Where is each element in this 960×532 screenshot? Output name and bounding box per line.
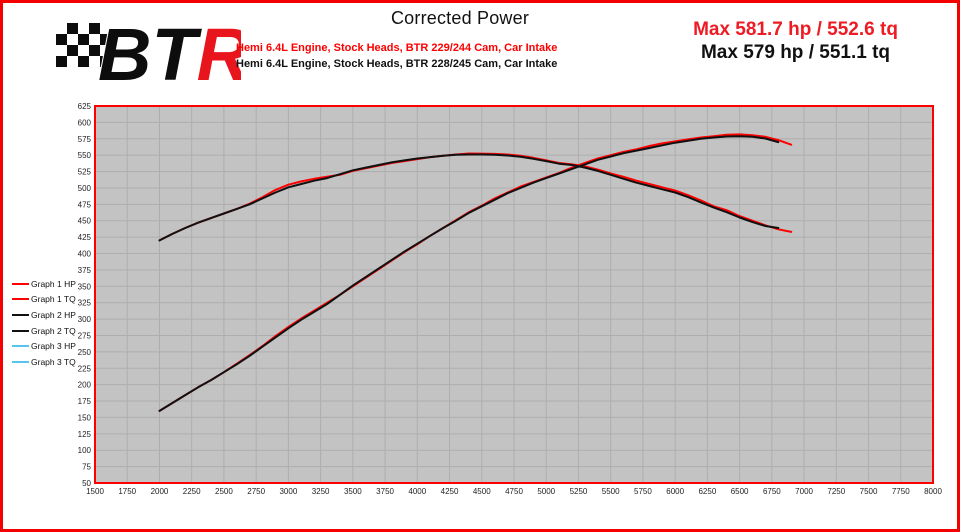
x-tick-label: 4000 xyxy=(408,487,426,496)
y-tick-label: 150 xyxy=(78,413,92,422)
max-value-graph2: Max 579 hp / 551.1 tq xyxy=(700,42,891,63)
y-tick-label: 225 xyxy=(78,364,92,373)
y-tick-label: 425 xyxy=(78,233,92,242)
legend-item: Graph 3 TQ xyxy=(12,354,76,370)
y-tick-label: 575 xyxy=(78,135,92,144)
x-tick-label: 3250 xyxy=(312,487,330,496)
x-tick-label: 6750 xyxy=(763,487,781,496)
y-tick-label: 250 xyxy=(78,348,92,357)
y-tick-label: 400 xyxy=(78,250,92,259)
chart-legend: Graph 1 HP Graph 1 TQ Graph 2 HP Graph 2 TQ… xyxy=(12,276,76,370)
legend-line-swatch xyxy=(12,360,29,363)
x-tick-label: 1500 xyxy=(86,487,104,496)
series-line-graph-2-hp xyxy=(158,135,780,412)
x-tick-label: 3750 xyxy=(376,487,394,496)
x-tick-label: 4500 xyxy=(473,487,491,496)
chart-area: 1500 1750 2000 2250 2500 2750 3000 3250 3500 3750… xyxy=(0,96,960,508)
x-tick-label: 3000 xyxy=(279,487,297,496)
x-tick-label: 5750 xyxy=(634,487,652,496)
x-tick-label: 1750 xyxy=(118,487,136,496)
y-tick-label: 625 xyxy=(78,102,92,111)
btr-logo: BTR xyxy=(56,12,241,96)
x-tick-label: 3500 xyxy=(344,487,362,496)
y-tick-label: 500 xyxy=(78,184,92,193)
y-tick-label: 350 xyxy=(78,282,92,291)
y-tick-label: 275 xyxy=(78,331,92,340)
y-tick-label: 175 xyxy=(78,397,92,406)
y-tick-label: 525 xyxy=(78,168,92,177)
x-tick-label: 7000 xyxy=(795,487,813,496)
x-tick-label: 6500 xyxy=(731,487,749,496)
x-tick-label: 2000 xyxy=(151,487,169,496)
legend-item-label: Graph 2 TQ xyxy=(31,325,76,336)
legend-item-label: Graph 3 HP xyxy=(31,341,76,352)
page-title: Corrected Power xyxy=(390,8,530,28)
y-tick-label: 375 xyxy=(78,266,92,275)
legend-item-label: Graph 3 TQ xyxy=(31,356,76,367)
legend-item-label: Graph 2 HP xyxy=(31,309,76,320)
x-tick-label: 2500 xyxy=(215,487,233,496)
y-tick-label: 50 xyxy=(82,479,91,488)
legend-item-label: Graph 1 HP xyxy=(31,278,76,289)
legend-line-swatch xyxy=(12,282,29,285)
legend-line-swatch xyxy=(12,329,29,332)
series-line-graph-2-tq xyxy=(158,153,780,242)
y-tick-label: 200 xyxy=(78,381,92,390)
x-tick-label: 7750 xyxy=(892,487,910,496)
x-tick-label: 5500 xyxy=(602,487,620,496)
x-tick-label: 5000 xyxy=(537,487,555,496)
x-tick-label: 6000 xyxy=(666,487,684,496)
x-tick-label: 2250 xyxy=(183,487,201,496)
x-tick-label: 2750 xyxy=(247,487,265,496)
y-tick-label: 450 xyxy=(78,217,92,226)
legend-line-swatch xyxy=(12,345,29,348)
legend-item: Graph 1 HP xyxy=(12,276,76,292)
legend-item: Graph 2 TQ xyxy=(12,323,76,339)
legend-item: Graph 2 HP xyxy=(12,307,76,323)
legend-item-label: Graph 1 TQ xyxy=(31,294,76,305)
max-values-block: Max 581.7 hp / 552.6 tq Max 579 hp / 551… xyxy=(648,18,943,64)
checkered-flag-icon xyxy=(56,23,111,67)
x-tick-label: 7250 xyxy=(827,487,845,496)
subtitle-graph2: Hemi 6.4L Engine, Stock Heads, BTR 228/2… xyxy=(236,58,558,70)
x-tick-label: 7500 xyxy=(860,487,878,496)
y-tick-label: 600 xyxy=(78,118,92,127)
logo-text: BTR xyxy=(98,13,241,96)
y-tick-label: 550 xyxy=(78,151,92,160)
subtitle-graph1: Hemi 6.4L Engine, Stock Heads, BTR 229/2… xyxy=(236,42,558,54)
legend-item: Graph 3 HP xyxy=(12,338,76,354)
legend-item: Graph 1 TQ xyxy=(12,292,76,308)
x-tick-label: 4250 xyxy=(441,487,459,496)
x-tick-label: 6250 xyxy=(698,487,716,496)
x-tick-label: 4750 xyxy=(505,487,523,496)
y-tick-label: 475 xyxy=(78,200,92,209)
legend-line-swatch xyxy=(12,298,29,301)
x-tick-label: 5250 xyxy=(570,487,588,496)
plot-frame xyxy=(94,105,934,484)
y-tick-label: 300 xyxy=(78,315,92,324)
y-tick-label: 100 xyxy=(78,446,92,455)
x-tick-label: 8000 xyxy=(924,487,942,496)
y-tick-label: 125 xyxy=(78,430,92,439)
legend-line-swatch xyxy=(12,313,29,316)
y-tick-label: 325 xyxy=(78,299,92,308)
y-tick-label: 75 xyxy=(82,463,91,472)
dyno-plot: 1500 1750 2000 2250 2500 2750 3000 3250 3500 3750… xyxy=(78,102,943,496)
max-value-graph1: Max 581.7 hp / 552.6 tq xyxy=(693,19,898,40)
